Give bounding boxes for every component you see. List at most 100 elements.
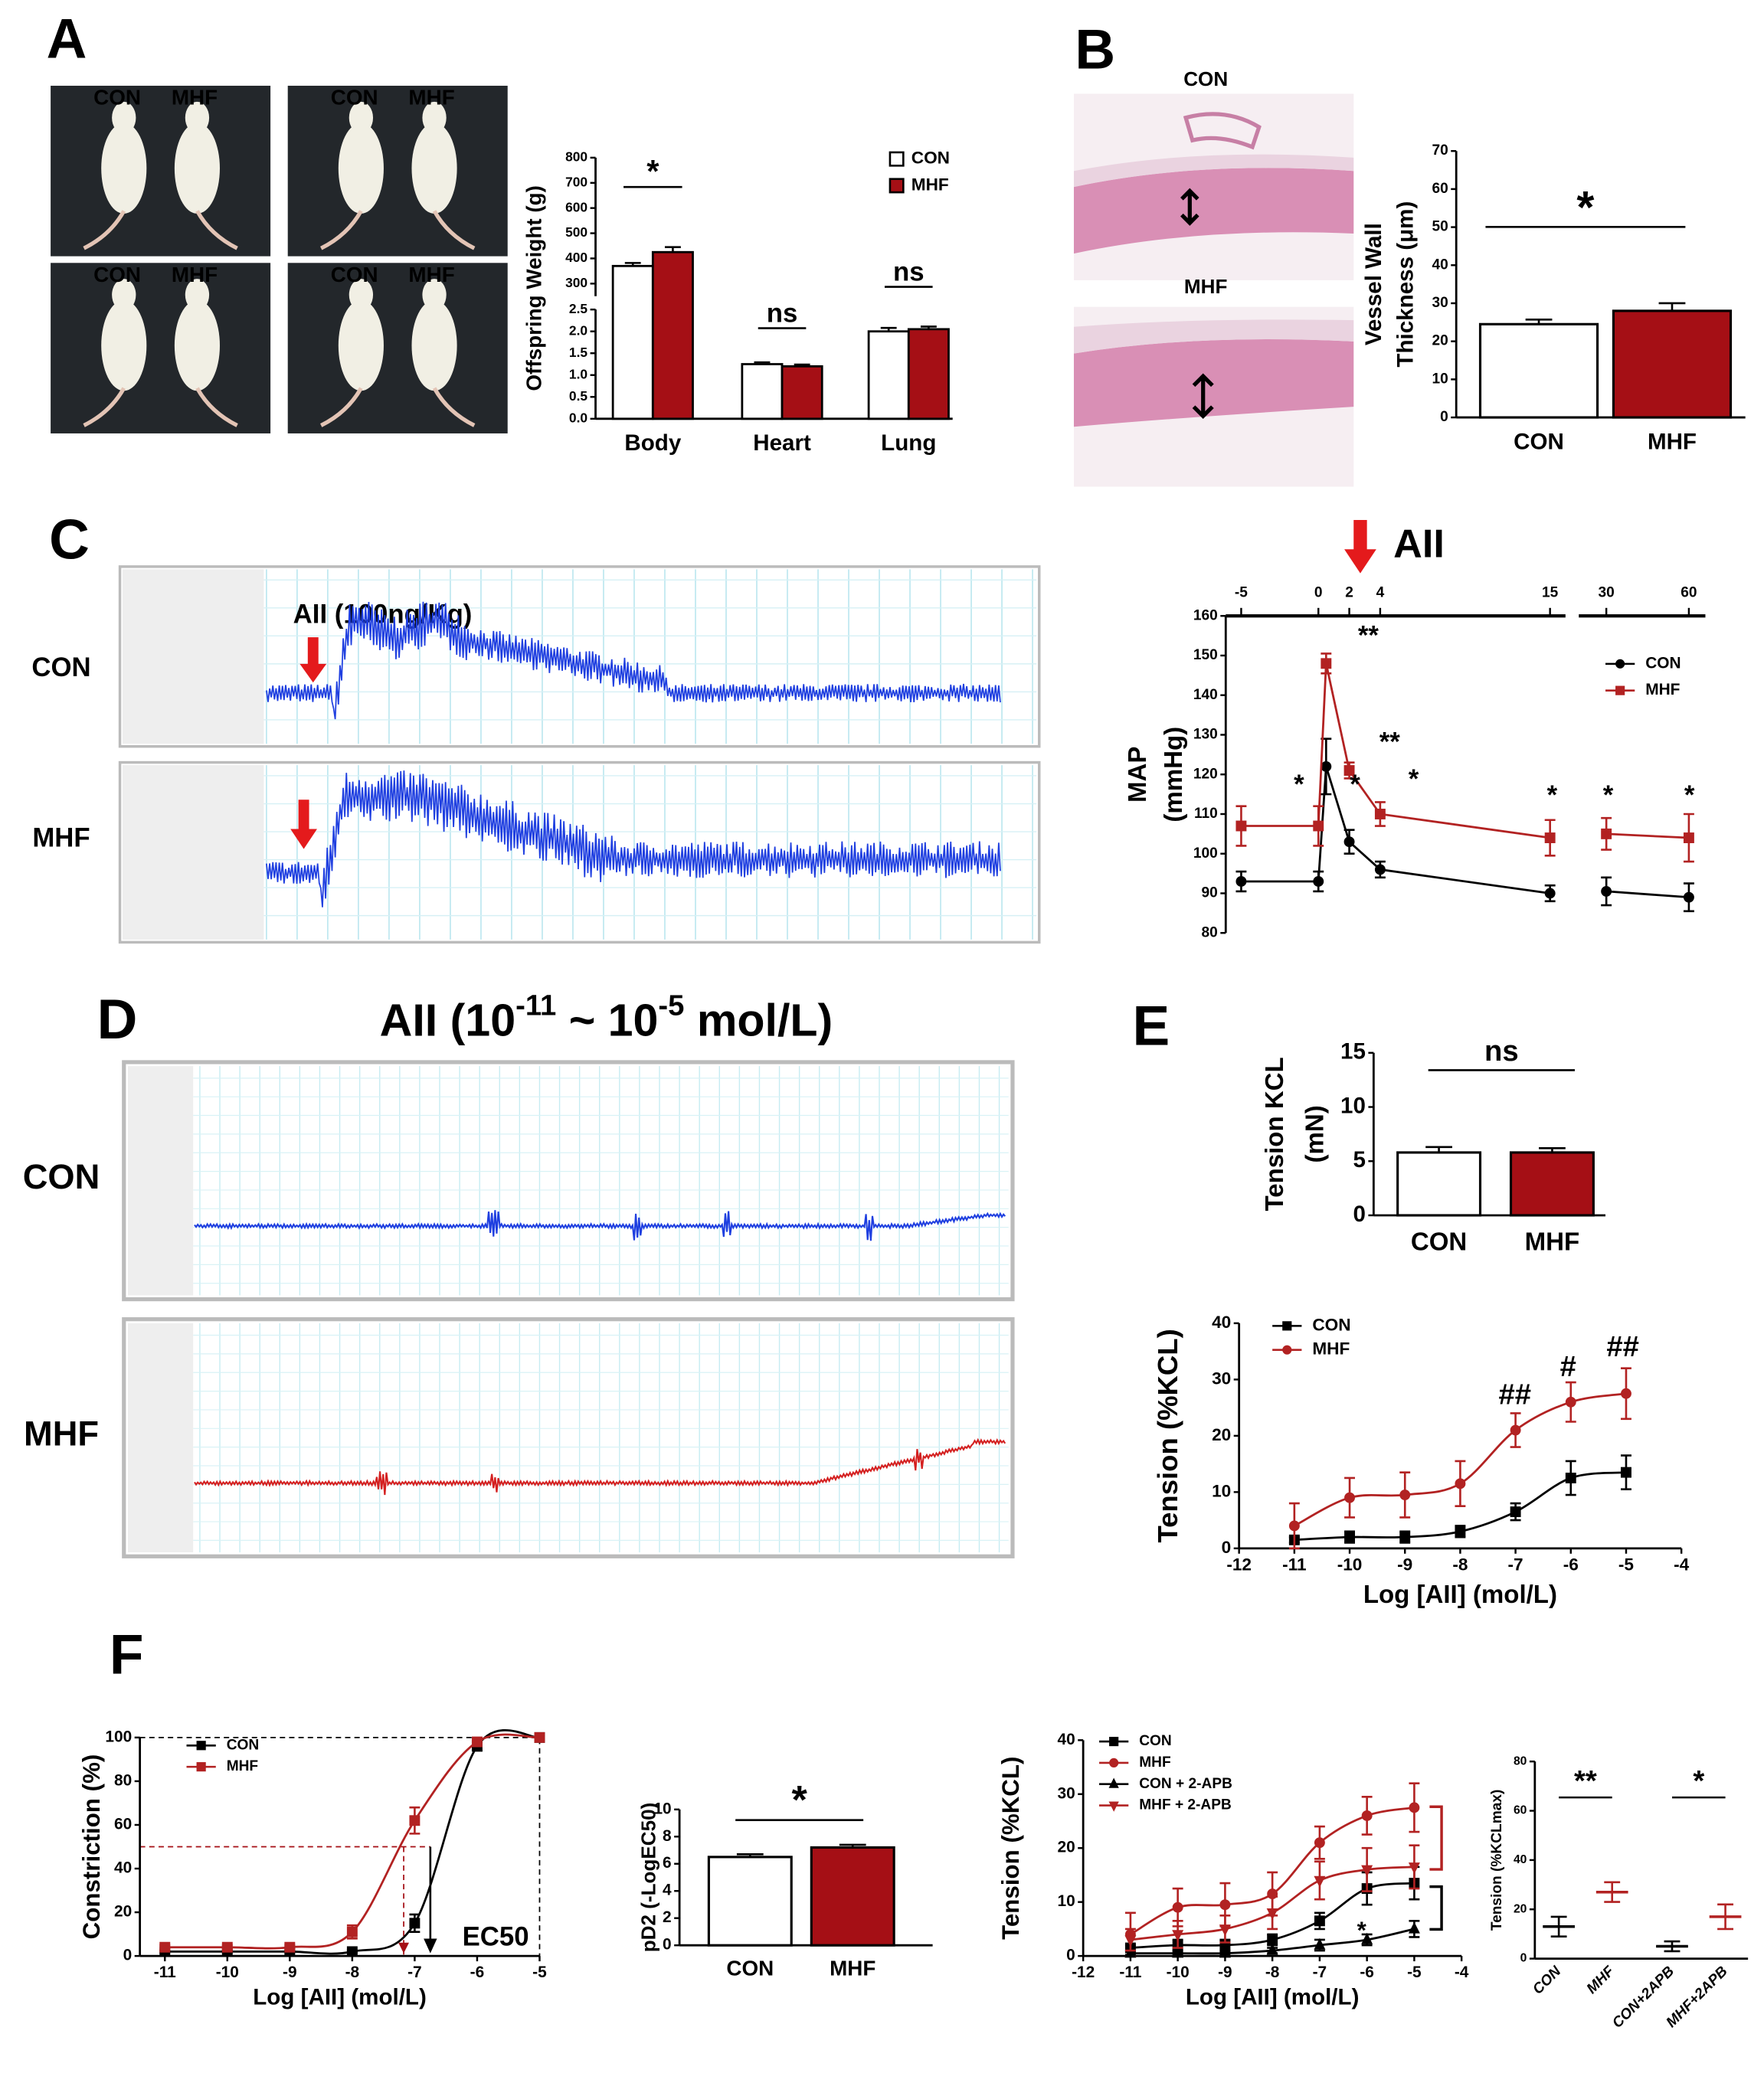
- x-tick-label: -11: [1119, 1964, 1141, 1981]
- marker: [1361, 1810, 1373, 1821]
- error-bar: [736, 1853, 764, 1861]
- adventitia: [1073, 154, 1354, 188]
- rat-head: [422, 101, 447, 134]
- y-tick-label: 30: [1432, 295, 1448, 311]
- x-tick-label: Body: [624, 430, 681, 456]
- y-tick-label: 70: [1432, 142, 1448, 159]
- y-axis-label: Offspring Weight (g): [522, 185, 546, 391]
- x-tick-label: CON: [726, 1957, 774, 1980]
- annotation: *: [646, 153, 659, 189]
- x-tick-label: -5: [1618, 1555, 1634, 1574]
- marker: [1455, 1478, 1466, 1489]
- x-tick-label: -6: [1563, 1555, 1579, 1574]
- marker: [1267, 1934, 1278, 1945]
- trace-label: MHF: [24, 1414, 99, 1454]
- marker: [1455, 1525, 1466, 1537]
- y-axis-label: Tension (%KCL): [997, 1757, 1024, 1940]
- marker: [1683, 832, 1694, 843]
- photo-label: CON: [331, 263, 378, 286]
- marker: [1621, 1467, 1631, 1478]
- annotation: **: [1379, 728, 1401, 757]
- marker: [1282, 1345, 1292, 1355]
- marker: [1615, 659, 1625, 669]
- y-tick-label: 60: [1514, 1804, 1527, 1817]
- error-bar: [1399, 1471, 1411, 1519]
- photo-label: MHF: [172, 86, 218, 110]
- y-tick-label: 110: [1194, 806, 1218, 822]
- y-tick-label: 500: [565, 224, 587, 240]
- trace-box: [122, 1060, 1015, 1302]
- legend-label: MHF: [227, 1758, 258, 1774]
- rat-body: [411, 300, 457, 391]
- rat-tail: [195, 387, 238, 427]
- bar: [781, 365, 823, 420]
- panel-label: B: [1075, 19, 1115, 81]
- rat-body: [338, 300, 384, 391]
- y-tick-label: 20: [1058, 1839, 1075, 1856]
- photo-label: MHF: [408, 86, 454, 110]
- panel-label: D: [97, 989, 138, 1051]
- error-bar: [1621, 1367, 1631, 1421]
- marker: [1683, 891, 1694, 903]
- trace-axis-area: [127, 1066, 194, 1296]
- trace-grid: [263, 569, 1037, 940]
- error-bar: [1409, 1844, 1420, 1890]
- trace: [266, 770, 1001, 907]
- marker: [1109, 1758, 1119, 1767]
- y-tick-label: 80: [114, 1771, 132, 1789]
- title-exponent: -5: [658, 989, 684, 1022]
- rat-body: [174, 123, 221, 214]
- legend-label: MHF: [1312, 1339, 1350, 1359]
- x-tick-label: -6: [1360, 1964, 1374, 1981]
- panel-label: C: [49, 509, 90, 571]
- legend-label: MHF + 2-APB: [1139, 1797, 1232, 1813]
- marker: [1374, 864, 1386, 875]
- annotation: EC50: [463, 1923, 529, 1952]
- error-bar: [1409, 1782, 1420, 1833]
- vessel-wall: [1073, 338, 1354, 427]
- error-bar: [1313, 805, 1324, 847]
- y-axis-label: Vessel Wall: [1361, 223, 1386, 345]
- marker: [1124, 1946, 1137, 1958]
- rat-tail: [320, 387, 363, 427]
- y-tick-label: 600: [565, 199, 587, 214]
- x-tick-label: 15: [1542, 585, 1559, 601]
- legend-label: MHF: [911, 175, 949, 194]
- error-bar: [1565, 1460, 1576, 1496]
- y-tick-label: 90: [1202, 885, 1218, 901]
- annotation: ns: [1484, 1035, 1519, 1068]
- x-tick-label: CON: [1514, 429, 1564, 454]
- y-tick-label: 50: [1432, 219, 1448, 235]
- marker: [1343, 836, 1355, 848]
- title-part: ~ 10: [556, 994, 658, 1045]
- marker: [409, 1815, 421, 1826]
- error-bar: [409, 1806, 421, 1835]
- y-tick-label: 0: [1520, 1952, 1527, 1965]
- error-bar: [1621, 1454, 1631, 1490]
- x-tick-label: -11: [154, 1964, 176, 1981]
- marker: [1361, 1932, 1373, 1944]
- annotation: *: [791, 1778, 807, 1823]
- y-axis-label: Tension (%KCLmax): [1489, 1790, 1505, 1931]
- marker: [1544, 832, 1556, 843]
- y-tick-label: 2.0: [569, 322, 587, 338]
- marker: [1266, 1943, 1278, 1955]
- error-bar: [1604, 1881, 1621, 1903]
- annotation: *: [1357, 1917, 1367, 1944]
- x-tick-label: -12: [1072, 1964, 1095, 1981]
- trace-box: [122, 1317, 1015, 1558]
- rat-body: [174, 300, 221, 391]
- y-tick-label: 0: [1353, 1202, 1365, 1227]
- rat-body: [101, 123, 147, 214]
- y-tick-label: 2: [663, 1908, 672, 1926]
- marker: [1314, 1937, 1326, 1950]
- error-bar: [1525, 319, 1553, 330]
- trace: [194, 1210, 1006, 1241]
- rat-head: [349, 101, 374, 134]
- y-tick-label: 140: [1193, 687, 1218, 703]
- y-tick-label: 15: [1340, 1039, 1366, 1064]
- panel-label: A: [47, 8, 87, 70]
- y-tick-label: 30: [1212, 1369, 1231, 1388]
- legend-label: CON + 2-APB: [1139, 1776, 1232, 1792]
- y-tick-label: 0: [123, 1947, 133, 1964]
